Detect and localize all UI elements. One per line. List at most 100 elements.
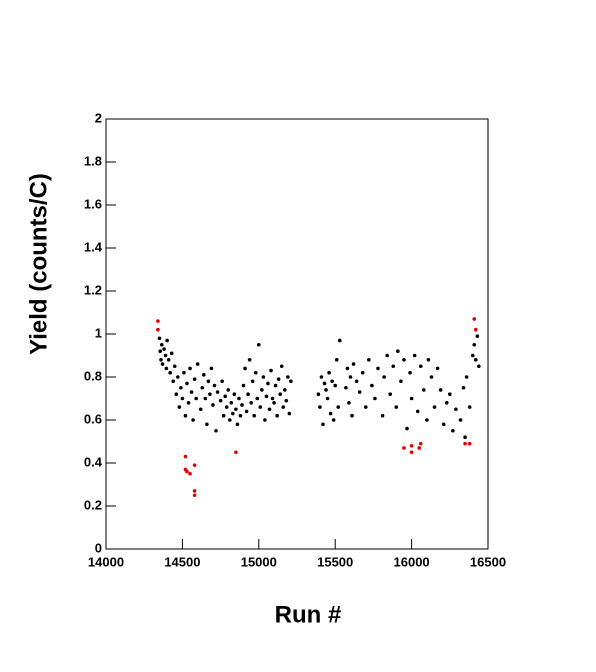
point (244, 409, 249, 414)
point (475, 334, 480, 338)
point (159, 342, 164, 347)
point (232, 392, 237, 397)
point (209, 366, 214, 371)
point (257, 342, 261, 347)
y-tick-label: 1.6 (84, 196, 102, 211)
point (319, 375, 324, 379)
point (241, 383, 246, 388)
y-tick-label: 1 (95, 325, 102, 340)
point (367, 358, 371, 362)
point (165, 338, 169, 343)
point (464, 375, 469, 379)
x-tick-label: 14500 (164, 554, 200, 569)
point (234, 450, 238, 455)
point (275, 413, 279, 418)
point (438, 388, 443, 392)
point (324, 388, 328, 392)
point (321, 422, 325, 427)
point (164, 366, 169, 371)
y-tick-label: 0.6 (84, 411, 102, 426)
point (409, 396, 414, 401)
point (198, 407, 203, 412)
point (211, 403, 215, 407)
point (206, 379, 211, 384)
point (461, 385, 466, 390)
point (218, 398, 223, 403)
point (334, 358, 339, 362)
point (408, 370, 412, 375)
point (201, 373, 206, 377)
y-tick-label: 0.8 (84, 368, 102, 383)
point (226, 388, 231, 392)
point (333, 383, 338, 388)
point (473, 358, 478, 362)
point (192, 463, 197, 467)
point (249, 401, 253, 405)
point (270, 396, 275, 401)
point (458, 418, 463, 422)
point (250, 379, 255, 384)
point (227, 418, 232, 422)
point (224, 405, 229, 409)
point (183, 454, 188, 459)
point (255, 396, 260, 401)
point (215, 390, 220, 394)
point (418, 441, 423, 446)
point (247, 358, 252, 362)
point (409, 444, 414, 448)
point (350, 413, 354, 418)
point (158, 349, 163, 354)
point (234, 407, 238, 412)
point (156, 319, 160, 323)
point (188, 366, 192, 371)
point (235, 422, 240, 427)
point (272, 401, 276, 405)
point (162, 347, 166, 351)
point (426, 358, 431, 362)
point (318, 405, 322, 409)
point (243, 366, 247, 371)
point (417, 446, 422, 450)
point (195, 362, 200, 366)
point (169, 351, 174, 356)
x-axis-title: Run # (275, 601, 342, 628)
point (188, 471, 192, 476)
y-tick-label: 2 (95, 110, 102, 125)
point (246, 392, 250, 397)
point (347, 401, 351, 405)
point (402, 358, 406, 362)
point (258, 405, 263, 409)
point (441, 422, 446, 427)
point (192, 493, 197, 498)
point (266, 381, 270, 386)
point (208, 392, 212, 397)
point (163, 353, 168, 358)
point (182, 370, 186, 375)
point (444, 401, 449, 405)
point (171, 379, 176, 384)
point (200, 385, 205, 390)
point (203, 396, 208, 401)
point (328, 411, 333, 416)
point (278, 392, 282, 397)
point (348, 375, 353, 379)
point (263, 418, 267, 422)
point (166, 358, 171, 362)
point (448, 392, 452, 397)
point (174, 392, 179, 397)
point (472, 342, 477, 347)
point (376, 366, 380, 371)
point (261, 375, 266, 379)
point (191, 418, 195, 422)
point (253, 370, 258, 375)
point (205, 422, 209, 427)
point (357, 390, 362, 394)
point (412, 353, 417, 358)
point (373, 396, 377, 401)
point (260, 388, 264, 392)
point (231, 411, 235, 416)
point (344, 385, 348, 390)
point (463, 435, 467, 440)
point (370, 383, 374, 388)
